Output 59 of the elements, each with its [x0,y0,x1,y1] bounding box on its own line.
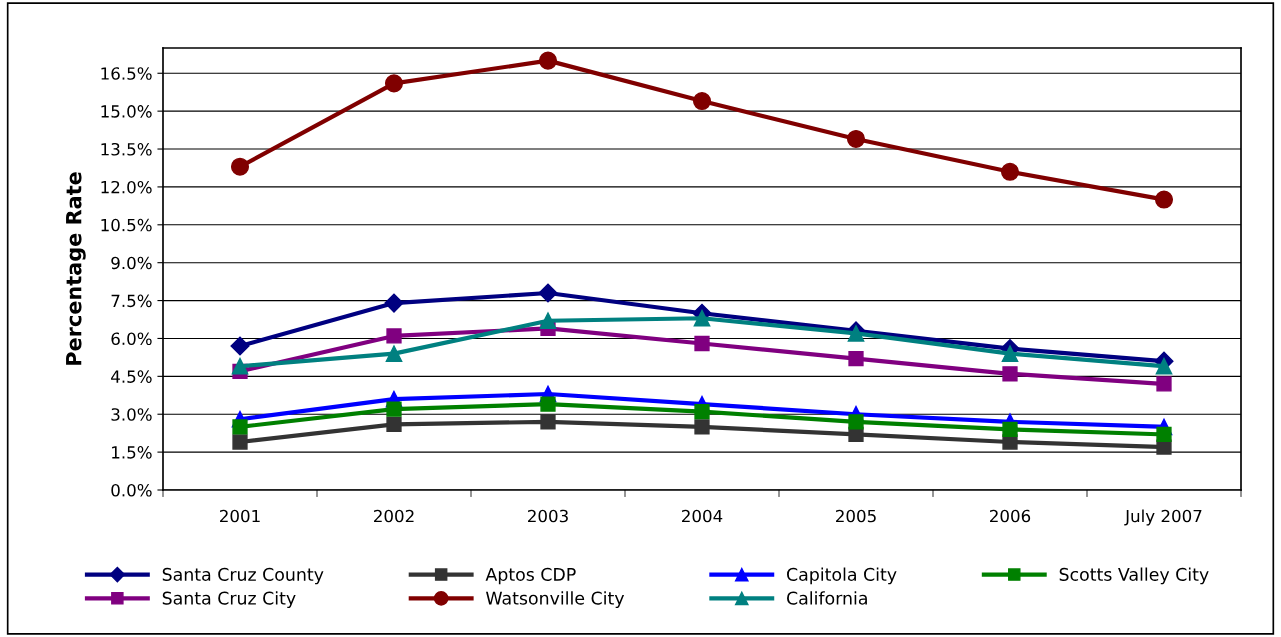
x-tick-label: 2006 [990,509,1031,523]
y-tick-label: 6.0% [111,332,152,346]
legend-label: Aptos CDP [485,567,576,585]
point [694,419,710,435]
legend-label: California [787,591,867,605]
y-tick-label: 1.5% [112,446,152,459]
point [230,157,250,176]
point [694,335,710,352]
y-tick-label: 7.5% [111,294,152,308]
legend-label: Santa Cruz City [162,591,296,609]
y-tick-label: 16.5% [101,67,152,80]
point [232,419,248,435]
x-tick-label: 2001 [220,509,260,523]
point [846,129,866,148]
y-tick-label: 13.5% [101,142,152,156]
point [386,328,402,344]
y-tick-label: 0.0% [111,483,152,497]
legend-label: Watsonville City [486,591,625,609]
point [692,92,712,111]
point [384,74,404,93]
y-tick-label: 10.5% [101,218,152,232]
legend-label: Capitola City [787,567,897,585]
point [848,351,864,367]
point [230,336,250,356]
y-tick-label: 9.0% [111,256,152,270]
point [232,434,248,450]
point [848,414,864,430]
point [1000,162,1020,181]
x-tick-label: 2002 [374,509,414,523]
point [386,416,402,432]
point [540,396,556,412]
point [1156,376,1172,392]
y-tick-label: 15.0% [101,105,152,118]
point [1156,426,1172,443]
point [540,414,556,430]
point [539,312,557,330]
point [231,357,249,375]
point [384,293,404,313]
point [1002,366,1018,382]
y-tick-label: 12.0% [101,180,152,194]
point [694,404,710,420]
point [1002,421,1018,438]
y-axis-title: Percentage Rate [66,172,86,365]
y-tick-label: 4.5% [111,370,152,383]
legend-label: Santa Cruz County [162,567,324,585]
point [693,309,711,327]
x-tick-label: 2005 [836,509,876,523]
x-tick-label: July 2007 [1124,509,1202,526]
point [1001,345,1019,362]
point [538,51,558,70]
x-tick-label: 2004 [682,509,723,523]
point [538,283,558,303]
y-tick-label: 3.0% [111,408,152,421]
x-tick-label: 2003 [528,509,568,523]
point [385,345,403,362]
point [1155,357,1173,375]
legend-label: Scotts Valley City [1059,567,1209,585]
point [386,401,402,417]
point [1154,190,1174,209]
